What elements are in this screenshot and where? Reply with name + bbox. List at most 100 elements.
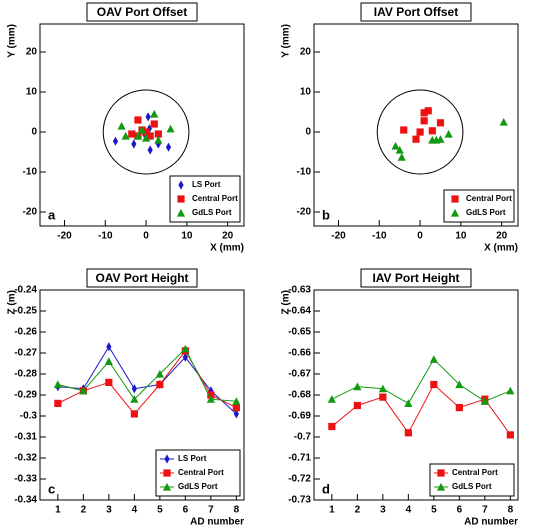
marker (104, 357, 113, 365)
marker (455, 404, 463, 412)
x-tick-label: 8 (508, 505, 514, 516)
y-tick-label: -0.33 (14, 474, 37, 485)
legend-label: LS Port (178, 454, 207, 463)
marker (328, 422, 336, 431)
x-axis-label: AD number (464, 517, 518, 528)
chart-title: OAV Port Offset (97, 5, 187, 19)
marker (391, 141, 400, 150)
marker (506, 431, 514, 439)
marker (379, 393, 387, 401)
marker (162, 482, 172, 491)
x-tick-label: 20 (222, 231, 234, 242)
marker (146, 132, 154, 140)
marker (420, 109, 428, 117)
title-box (86, 2, 198, 22)
plot-frame (313, 23, 519, 227)
marker (353, 401, 361, 410)
marker (232, 397, 241, 405)
x-tick-label: 6 (183, 505, 189, 516)
marker (400, 126, 408, 134)
marker (436, 119, 445, 127)
marker (424, 107, 432, 115)
marker (105, 378, 113, 386)
series-line (331, 358, 511, 405)
marker (150, 120, 158, 128)
x-tick-label: 4 (406, 505, 412, 516)
marker (178, 180, 184, 190)
y-tick-label: -0.25 (14, 306, 37, 317)
circle (102, 89, 190, 175)
series-line (57, 345, 237, 415)
x-axis-label: AD number (190, 517, 244, 528)
marker (130, 410, 138, 418)
y-tick-label: -10 (297, 167, 312, 178)
marker (397, 153, 406, 161)
y-tick-label: -0.26 (14, 327, 37, 338)
chart-title: IAV Port Height (372, 271, 459, 285)
x-tick-label: 20 (496, 231, 508, 242)
y-tick-label: 0 (305, 127, 311, 138)
marker (79, 386, 88, 395)
y-tick-label: -0.29 (14, 390, 37, 401)
marker (130, 395, 139, 403)
series-line (57, 349, 237, 415)
marker (137, 125, 147, 134)
marker (506, 386, 515, 395)
x-tick-label: 2 (81, 505, 87, 516)
marker (53, 380, 62, 389)
y-tick-label: 0 (31, 127, 37, 138)
marker (432, 135, 441, 144)
marker (106, 342, 112, 352)
legend-label: GdLS Port (466, 208, 506, 217)
marker (155, 369, 164, 378)
y-axis-label: Y (mm) (7, 24, 18, 58)
x-tick-label: 2 (355, 505, 361, 516)
y-tick-label: -0.63 (288, 285, 311, 296)
x-tick-label: 0 (417, 231, 423, 242)
title-box (360, 2, 472, 22)
marker (404, 399, 413, 407)
y-tick-label: -0.71 (288, 453, 311, 464)
legend-label: LS Port (192, 180, 221, 189)
marker (128, 130, 136, 138)
legend-label: GdLS Port (192, 208, 232, 217)
panel-label: b (322, 207, 330, 222)
y-tick-label: 20 (26, 47, 38, 58)
y-tick-label: -20 (23, 207, 38, 218)
marker (437, 469, 445, 477)
marker (163, 469, 171, 477)
marker (395, 145, 404, 154)
panel-label: d (322, 481, 330, 496)
marker (378, 384, 387, 393)
x-tick-label: 4 (132, 505, 138, 516)
legend-box (155, 449, 241, 497)
marker (176, 208, 186, 217)
y-tick-label: -0.72 (288, 474, 311, 485)
y-tick-label: -0.24 (14, 285, 37, 296)
marker (404, 429, 412, 437)
y-tick-label: -0.32 (14, 453, 37, 464)
legend-label: GdLS Port (178, 482, 218, 491)
y-tick-label: -0.67 (288, 369, 311, 380)
panel-label: c (48, 481, 55, 496)
marker (428, 127, 436, 135)
marker (450, 208, 460, 217)
marker (131, 384, 137, 394)
chart-title: OAV Port Height (95, 271, 188, 285)
marker (142, 128, 150, 136)
legend-label: Central Port (452, 468, 498, 477)
x-tick-label: -20 (331, 231, 346, 242)
title-box (86, 268, 198, 288)
circle (376, 89, 464, 175)
y-axis-label: Z (m) (7, 290, 18, 314)
y-tick-label: -0.64 (288, 306, 311, 317)
legend-label: Central Port (178, 468, 224, 477)
marker (166, 124, 175, 133)
marker (112, 136, 119, 146)
x-tick-label: -10 (372, 231, 387, 242)
legend-box (443, 189, 515, 223)
marker (232, 404, 240, 412)
marker (412, 135, 420, 143)
marker (436, 482, 446, 491)
marker (145, 112, 151, 122)
